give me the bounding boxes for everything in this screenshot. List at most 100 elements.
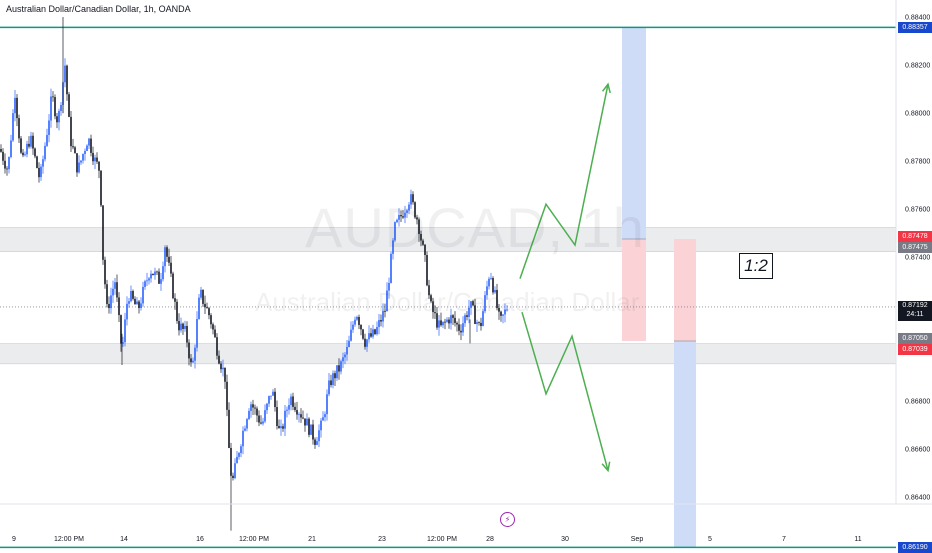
candle-body [428, 285, 430, 296]
candle-body [20, 138, 22, 153]
candle-body [396, 219, 398, 223]
top-level-price-label: 0.88357 [898, 21, 932, 33]
candle-body [102, 205, 104, 260]
candle-body [262, 421, 264, 424]
candle-body [372, 329, 374, 337]
candle-body [324, 414, 326, 418]
candle-body [128, 301, 130, 304]
candle-body [122, 342, 124, 344]
candle-body [464, 315, 466, 324]
candle-body [12, 113, 14, 141]
candle-body [244, 428, 246, 431]
candle-body [260, 422, 262, 424]
candle-body [72, 146, 74, 148]
time-tick-label: 5 [708, 536, 712, 543]
candle-body [204, 303, 206, 308]
candle-body [348, 340, 350, 347]
candle-body [156, 271, 158, 273]
candle-body [440, 320, 442, 326]
candle-body [246, 419, 248, 429]
candle-body [208, 308, 210, 316]
candle-body [286, 409, 288, 411]
candle-body [56, 116, 58, 123]
candle-body [442, 321, 444, 326]
resistance-low-price-label: 0.87475 [898, 241, 932, 253]
candle-body [76, 153, 78, 173]
resistance-high-price-label: 0.87478 [898, 230, 932, 242]
candle-body [256, 408, 258, 416]
candle-body [308, 418, 310, 435]
candle-body [466, 315, 468, 317]
candle-body [356, 316, 358, 320]
candle-body [302, 417, 304, 419]
candle-body [418, 219, 420, 234]
candle-body [134, 298, 136, 305]
candle-body [142, 286, 144, 304]
price-tick-label: 0.88000 [905, 111, 930, 118]
candle-body [170, 262, 172, 274]
candle-body [198, 297, 200, 320]
candle-body [52, 96, 54, 98]
candle-body [298, 414, 300, 416]
candle-body [486, 286, 488, 296]
candle-body [406, 210, 408, 213]
candle-body [492, 278, 494, 293]
candle-body [426, 254, 428, 286]
candle-body [270, 395, 272, 397]
candle-body [212, 324, 214, 330]
candle-body [498, 307, 500, 312]
candle-body [350, 329, 352, 341]
candle-body [116, 282, 118, 298]
candle-body [272, 391, 274, 396]
candle-body [216, 337, 218, 356]
candle-body [148, 278, 150, 281]
candle-body [362, 329, 364, 339]
candle-body [488, 278, 490, 287]
candle-body [48, 120, 50, 135]
candle-body [54, 97, 56, 117]
candle-body [340, 361, 342, 372]
candle-body [18, 118, 20, 139]
candle-body [458, 324, 460, 331]
candle-body [32, 135, 34, 149]
candle-body [382, 310, 384, 322]
candle-body [438, 320, 440, 328]
candle-body [138, 301, 140, 308]
candle-body [378, 320, 380, 328]
candle-body [266, 403, 268, 411]
candle-body [158, 271, 160, 284]
short-target-area [674, 341, 696, 548]
candle-body [60, 105, 62, 111]
candle-body [410, 194, 412, 205]
candle-body [250, 404, 252, 411]
candle-body [110, 295, 112, 309]
candle-body [136, 301, 138, 305]
time-tick-label: 12:00 PM [239, 536, 269, 543]
current-price-value: 0.87192 [902, 301, 928, 309]
candle-body [154, 271, 156, 276]
price-tick-label: 0.86800 [905, 399, 930, 406]
candle-body [360, 324, 362, 330]
candle-body [68, 94, 70, 117]
risk-reward-label[interactable]: 1:2 [739, 253, 773, 279]
candle-body [300, 414, 302, 418]
candle-body [448, 319, 450, 324]
candle-body [118, 297, 120, 316]
candle-body [320, 420, 322, 431]
candle-body [16, 97, 18, 119]
candle-body [398, 215, 400, 220]
candle-body [384, 310, 386, 312]
time-tick-label: 28 [486, 536, 494, 543]
candle-body [330, 380, 332, 386]
lightning-icon[interactable]: ⚡ [500, 512, 515, 527]
candle-body [202, 289, 204, 304]
candle-body [34, 148, 36, 157]
time-axis[interactable]: 9 12:00 PM 14 16 12:00 PM 21 23 12:00 PM 28 30 Sep… [0, 503, 932, 543]
candle-body [152, 273, 154, 276]
candle-body [64, 65, 66, 83]
candle-body [140, 303, 142, 308]
candle-body [344, 354, 346, 358]
support-low-price-label: 0.87039 [898, 344, 932, 355]
candle-body [264, 410, 266, 422]
